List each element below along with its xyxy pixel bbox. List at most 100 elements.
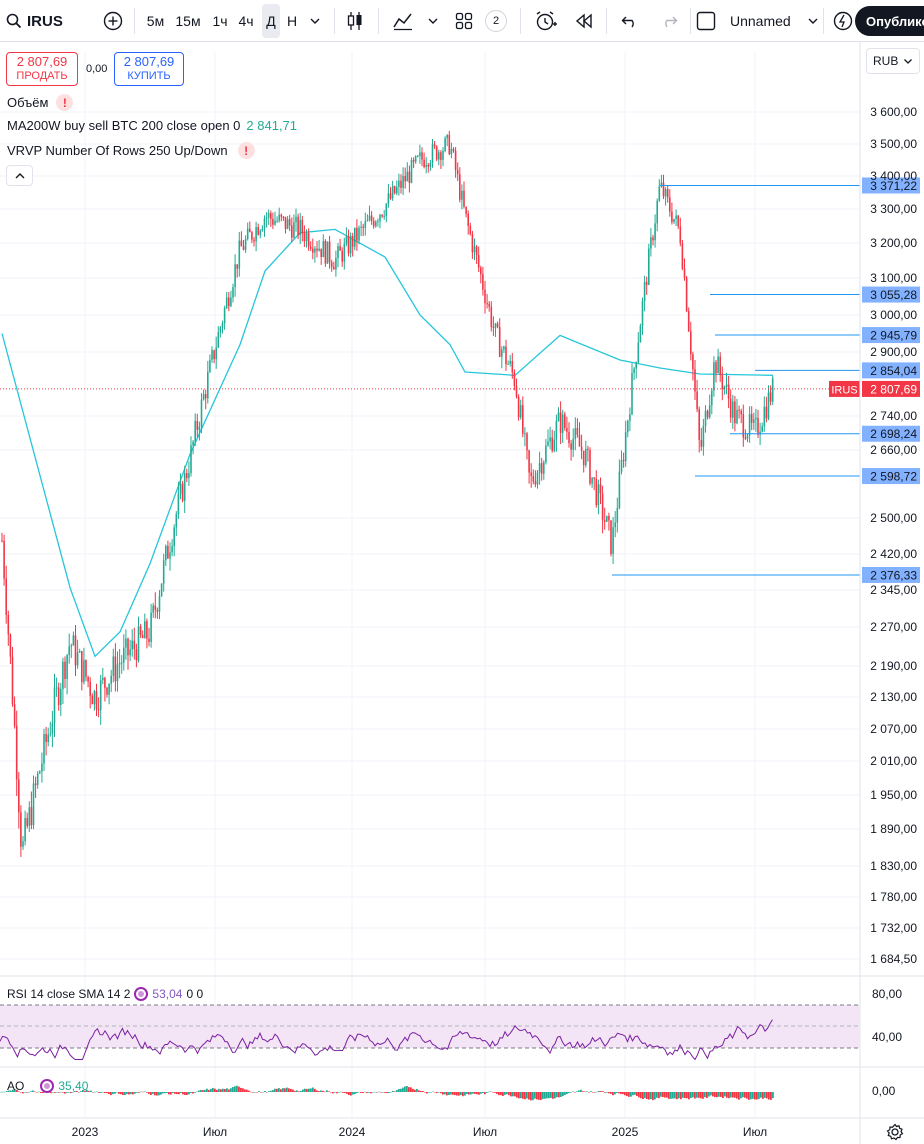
interval-15m[interactable]: 15м (175, 13, 201, 29)
replay-button[interactable] (570, 0, 598, 42)
ao-bar (400, 1088, 402, 1092)
candle-down (467, 213, 469, 226)
currency-selector[interactable]: RUB (866, 48, 920, 74)
ao-bar (412, 1088, 414, 1092)
ao-bar (640, 1092, 642, 1099)
ao-bar (272, 1090, 274, 1092)
ao-bar (196, 1091, 198, 1093)
interval-1h[interactable]: 1ч (212, 13, 228, 29)
ao-bar (248, 1090, 250, 1092)
candle-up (639, 325, 642, 343)
candle-up (461, 190, 463, 200)
publish-button[interactable]: Опублико (855, 6, 924, 36)
candle-down (683, 268, 686, 278)
legend-collapse-button[interactable] (6, 165, 33, 186)
ao-bar (724, 1092, 726, 1097)
indicators-dropdown[interactable] (423, 0, 443, 42)
candle-up (322, 240, 325, 258)
warning-icon[interactable]: ! (237, 142, 255, 159)
candle-down (738, 409, 740, 411)
candle-down (351, 235, 354, 247)
undo-button[interactable] (616, 0, 644, 42)
chart-type-button[interactable] (342, 0, 368, 42)
ao-bar (382, 1092, 384, 1093)
chart-settings-button[interactable] (886, 1123, 904, 1141)
ao-bar (338, 1092, 340, 1093)
ao-bar (430, 1091, 432, 1093)
ao-bar (284, 1088, 286, 1092)
candle-up (391, 186, 394, 199)
ao-bar (32, 1090, 34, 1092)
legend-vrvp[interactable]: VRVP Number Of Rows 250 Up/Down ! (7, 142, 255, 159)
ao-bar (418, 1090, 420, 1092)
candle-up (385, 203, 388, 217)
interval-4h[interactable]: 4ч (238, 13, 254, 29)
legend-volume[interactable]: Объём ! (7, 94, 74, 111)
buy-button[interactable]: 2 807,69 КУПИТЬ (114, 52, 184, 86)
ao-bar (736, 1092, 738, 1099)
layout-name-menu[interactable]: Unnamed (696, 0, 818, 42)
ao-bar (702, 1092, 704, 1099)
candle-up (713, 362, 715, 391)
ao-bar (82, 1089, 84, 1092)
candle-up (278, 214, 280, 221)
warning-icon[interactable]: ! (56, 94, 74, 111)
candle-down (517, 396, 520, 418)
interval-5m[interactable]: 5м (146, 13, 165, 29)
indicators-button[interactable] (388, 0, 418, 42)
ao-bar (114, 1092, 116, 1094)
ao-bar (34, 1091, 36, 1093)
ao-legend[interactable]: AO 35,40 (7, 1079, 88, 1093)
candle-up (364, 221, 367, 228)
level-label: 3 371,22 (870, 179, 917, 193)
ao-bar (270, 1090, 272, 1092)
alert-button[interactable] (532, 0, 560, 42)
candle-up (402, 175, 404, 188)
symbol-search[interactable]: IRUS (6, 0, 66, 42)
rsi-tick-label: 80,00 (872, 987, 902, 1001)
ao-bar (690, 1092, 692, 1098)
compare-add-button[interactable] (100, 0, 126, 42)
ao-bar (622, 1092, 624, 1095)
ao-bar (428, 1092, 430, 1093)
candle-down (297, 216, 299, 236)
interval-1d[interactable]: Д (262, 4, 280, 38)
ao-bar (620, 1092, 622, 1095)
candle-up (446, 134, 448, 139)
symbol-name: IRUS (27, 12, 63, 30)
indicator-loading-icon (134, 987, 149, 1001)
candle-down (135, 649, 138, 661)
layout-count-badge[interactable]: 2 (484, 0, 508, 42)
ao-bar (474, 1092, 476, 1094)
candle-up (230, 297, 232, 307)
sell-button[interactable]: 2 807,69 ПРОДАТЬ (6, 52, 78, 86)
legend-ma[interactable]: MA200W buy sell BTC 200 close open 0 2 8… (7, 118, 297, 133)
candle-down (469, 225, 472, 234)
ao-bar (546, 1092, 548, 1099)
candle-up (473, 246, 476, 253)
layout-button[interactable] (452, 0, 476, 42)
ao-bar (608, 1092, 610, 1094)
rsi-legend[interactable]: RSI 14 close SMA 14 2 53,04 0 0 (7, 987, 203, 1001)
ao-bar (124, 1092, 126, 1095)
interval-1w[interactable]: Н (286, 13, 298, 29)
quick-search-button[interactable] (832, 0, 854, 42)
buy-label: КУПИТЬ (127, 70, 171, 82)
interval-dropdown[interactable] (305, 0, 325, 42)
redo-button[interactable] (655, 0, 683, 42)
candle-down (204, 394, 207, 399)
legend-vrvp-label: VRVP Number Of Rows 250 Up/Down (7, 143, 228, 158)
candle-down (20, 812, 22, 847)
level-label-box (862, 177, 920, 194)
ao-bar (396, 1090, 398, 1092)
ao-bar (712, 1092, 714, 1097)
candle-up (173, 527, 175, 547)
ao-bar (72, 1092, 74, 1093)
ao-bar (134, 1092, 136, 1094)
ao-bar (766, 1092, 768, 1099)
candle-down (471, 233, 474, 253)
ao-bar (714, 1092, 716, 1098)
ao-bar (370, 1092, 372, 1094)
chart-canvas[interactable]: 3 371,22 3 055,28 2 945,79 2 854,04 2 698,24… (0, 42, 924, 1144)
candle-up (419, 152, 421, 157)
